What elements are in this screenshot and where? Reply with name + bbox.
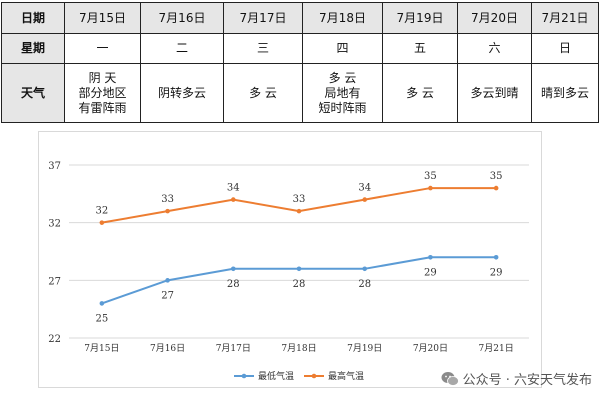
weather-text: 多云到晴 [470, 85, 519, 100]
weekday-row: 星期 一 二 三 四 五 六 日 [1, 33, 599, 64]
weekday-cell: 日 [531, 33, 599, 64]
data-label: 28 [358, 279, 371, 290]
data-label: 32 [95, 206, 108, 217]
data-label: 29 [424, 267, 437, 278]
data-point [165, 278, 170, 283]
date-cell: 7月16日 [140, 2, 224, 34]
temperature-chart: 22 27 32 37 7月15日 7月16日 7月17日 7月18日 7月19日 7月20日 7月… [38, 131, 542, 388]
legend-label: 最高气温 [328, 370, 364, 382]
date-cell: 7月20日 [457, 2, 532, 34]
date-cell: 7月21日 [531, 2, 599, 34]
weather-cell: 多云到晴 [457, 63, 532, 123]
data-point [362, 266, 368, 272]
data-label: 29 [490, 267, 503, 278]
date-cell: 7月18日 [302, 2, 383, 34]
data-point [428, 254, 433, 260]
x-tick-label: 7月18日 [281, 343, 316, 354]
data-label: 25 [95, 313, 108, 324]
data-point [296, 208, 302, 214]
data-point [493, 185, 499, 191]
weather-row: 天气 阴 天 部分地区 有雷阵雨 阴转多云 多 云 多 云 局地有 短时阵雨 多… [1, 63, 599, 123]
date-cell: 7月17日 [223, 2, 303, 34]
weekday-cell: 六 [457, 33, 532, 64]
data-point [296, 266, 302, 272]
x-tick-label: 7月19日 [347, 343, 382, 354]
weather-cell: 多 云 [223, 63, 303, 123]
data-label: 28 [227, 279, 240, 290]
data-point [99, 220, 105, 225]
weather-cell: 晴到多云 [531, 63, 599, 123]
date-cell: 7月19日 [382, 2, 458, 34]
weekday-cell: 五 [382, 33, 458, 64]
watermark-text: 公众号 · 六安天气发布 [462, 373, 592, 388]
weather-cell: 阴转多云 [140, 63, 224, 123]
y-tick-label: 22 [48, 334, 61, 345]
temperature-chart-svg: 22 27 32 37 7月15日 7月16日 7月17日 7月18日 7月19日 7月20日 7月… [48, 161, 529, 382]
data-label: 28 [293, 279, 306, 290]
x-tick-label: 7月15日 [84, 343, 119, 354]
data-label: 33 [161, 194, 174, 205]
x-tick-label: 7月20日 [413, 343, 448, 354]
y-tick-label: 37 [48, 161, 61, 172]
weather-cell: 多 云 [382, 63, 458, 123]
row-header-weekday: 星期 [1, 33, 65, 64]
data-point [230, 266, 236, 272]
data-label: 34 [358, 183, 371, 194]
weather-text: 阴 天 部分地区 有雷阵雨 [78, 70, 127, 115]
forecast-table: 日期 7月15日 7月16日 7月17日 7月18日 7月19日 7月20日 7… [1, 2, 599, 123]
data-label: 35 [490, 171, 503, 182]
data-point [230, 197, 236, 202]
data-label: 34 [227, 183, 240, 194]
weather-text: 多 云 局地有 短时阵雨 [318, 70, 367, 115]
weather-cell: 多 云 局地有 短时阵雨 [302, 63, 383, 123]
row-header-date: 日期 [1, 2, 65, 34]
x-tick-label: 7月21日 [479, 343, 514, 354]
weekday-cell: 一 [64, 33, 141, 64]
legend-marker [311, 373, 317, 379]
date-row: 日期 7月15日 7月16日 7月17日 7月18日 7月19日 7月20日 7… [1, 2, 599, 34]
weather-text: 多 云 [406, 85, 434, 100]
y-tick-label: 27 [48, 276, 61, 287]
weekday-cell: 四 [302, 33, 383, 64]
data-label: 35 [424, 171, 437, 182]
x-tick-label: 7月17日 [216, 343, 251, 354]
watermark: 公众号 · 六安天气发布 [441, 369, 592, 388]
data-label: 33 [293, 194, 306, 205]
data-point [493, 254, 499, 260]
data-point [362, 197, 368, 202]
weekday-cell: 二 [140, 33, 224, 64]
row-header-weather: 天气 [1, 63, 65, 123]
weather-text: 晴到多云 [540, 85, 589, 100]
data-point [428, 185, 433, 191]
date-cell: 7月15日 [64, 2, 141, 34]
x-tick-label: 7月16日 [150, 343, 185, 354]
legend-marker [241, 373, 247, 379]
legend-label: 最低气温 [258, 370, 294, 382]
weather-cell: 阴 天 部分地区 有雷阵雨 [64, 63, 141, 123]
y-tick-label: 32 [48, 219, 61, 230]
weather-text: 阴转多云 [157, 85, 206, 100]
weather-text: 多 云 [249, 85, 277, 100]
wechat-icon [441, 371, 459, 387]
data-label: 27 [161, 290, 174, 301]
weekday-cell: 三 [223, 33, 303, 64]
data-point [99, 301, 105, 306]
data-point [165, 208, 170, 214]
